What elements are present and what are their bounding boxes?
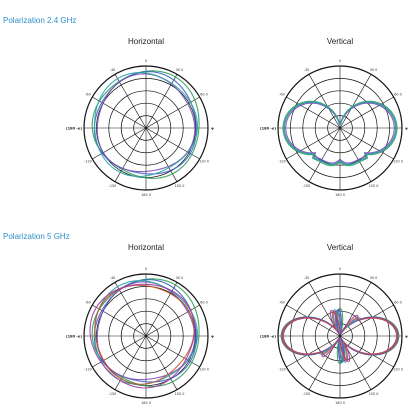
grid-spoke xyxy=(146,74,177,128)
angle-tick-label: 120 0 xyxy=(199,160,209,164)
angle-tick-label: -60 xyxy=(85,93,91,97)
angle-tick-label: -150 xyxy=(109,184,117,188)
angle-tick-label: 0 xyxy=(339,59,341,63)
grid-spoke xyxy=(92,305,146,336)
angle-tick-label: 60 0 xyxy=(394,93,402,97)
radial-tick-label: · xyxy=(352,130,353,134)
grid-spoke xyxy=(92,128,146,159)
grid-spoke xyxy=(146,282,177,336)
angle-tick-label: -30 xyxy=(304,68,310,72)
angle-tick-label: 120 0 xyxy=(393,160,403,164)
angle-tick-label: 150 0 xyxy=(369,184,379,188)
angle-tick-label: -30 xyxy=(110,68,116,72)
radial-tick-label: · xyxy=(183,130,184,134)
left-axis-label: (180 -e) xyxy=(66,335,82,339)
angle-tick-label: 30 0 xyxy=(176,276,184,280)
angle-tick-label: 150 0 xyxy=(175,392,185,396)
angle-tick-label: -120 xyxy=(278,368,286,372)
right-axis-label: φ xyxy=(405,127,408,131)
radial-tick-label: · xyxy=(364,338,365,342)
right-axis-label: φ xyxy=(211,127,214,131)
angle-tick-label: 0 xyxy=(339,267,341,271)
radial-tick-label: · xyxy=(364,130,365,134)
angle-tick-label: 60 0 xyxy=(200,301,208,305)
grid-spoke xyxy=(92,97,146,128)
radial-tick-label: · xyxy=(389,130,390,134)
radial-tick-label: · xyxy=(158,130,159,134)
radial-tick-label: · xyxy=(170,338,171,342)
angle-tick-label: 30 0 xyxy=(176,68,184,72)
angle-tick-label: 180 0 xyxy=(141,193,151,197)
angle-tick-label: 60 0 xyxy=(394,301,402,305)
angle-tick-label: 150 0 xyxy=(175,184,185,188)
angle-tick-label: 120 0 xyxy=(199,368,209,372)
angle-tick-label: 60 0 xyxy=(200,93,208,97)
angle-tick-label: 0 xyxy=(145,267,147,271)
angle-tick-label: -150 xyxy=(303,392,311,396)
radial-tick-label: · xyxy=(377,130,378,134)
angle-tick-label: -30 xyxy=(110,276,116,280)
right-axis-label: φ xyxy=(405,335,408,339)
left-axis-label: (180 -e) xyxy=(260,127,276,131)
radial-tick-label: · xyxy=(377,338,378,342)
angle-tick-label: -60 xyxy=(279,301,285,305)
angle-tick-label: -60 xyxy=(279,93,285,97)
angle-tick-label: 180 0 xyxy=(335,193,345,197)
angle-tick-label: 150 0 xyxy=(369,392,379,396)
radial-tick-label: · xyxy=(183,338,184,342)
angle-tick-label: -120 xyxy=(278,160,286,164)
radial-tick-label: · xyxy=(389,338,390,342)
right-axis-label: φ xyxy=(211,335,214,339)
angle-tick-label: -60 xyxy=(85,301,91,305)
angle-tick-label: -30 xyxy=(304,276,310,280)
angle-tick-label: 0 xyxy=(145,59,147,63)
left-axis-label: (180 -e) xyxy=(260,335,276,339)
angle-tick-label: 180 0 xyxy=(335,401,345,405)
angle-tick-label: -120 xyxy=(84,368,92,372)
grid-spoke xyxy=(92,336,146,367)
radial-tick-label: · xyxy=(158,338,159,342)
left-axis-label: (180 -e) xyxy=(66,127,82,131)
angle-tick-label: -120 xyxy=(84,160,92,164)
angle-tick-label: -150 xyxy=(303,184,311,188)
angle-tick-label: 30 0 xyxy=(370,68,378,72)
angle-tick-label: -150 xyxy=(109,392,117,396)
radial-tick-label: · xyxy=(170,130,171,134)
angle-tick-label: 180 0 xyxy=(141,401,151,405)
radial-tick-label: · xyxy=(352,338,353,342)
angle-tick-label: 30 0 xyxy=(370,276,378,280)
angle-tick-label: 120 0 xyxy=(393,368,403,372)
